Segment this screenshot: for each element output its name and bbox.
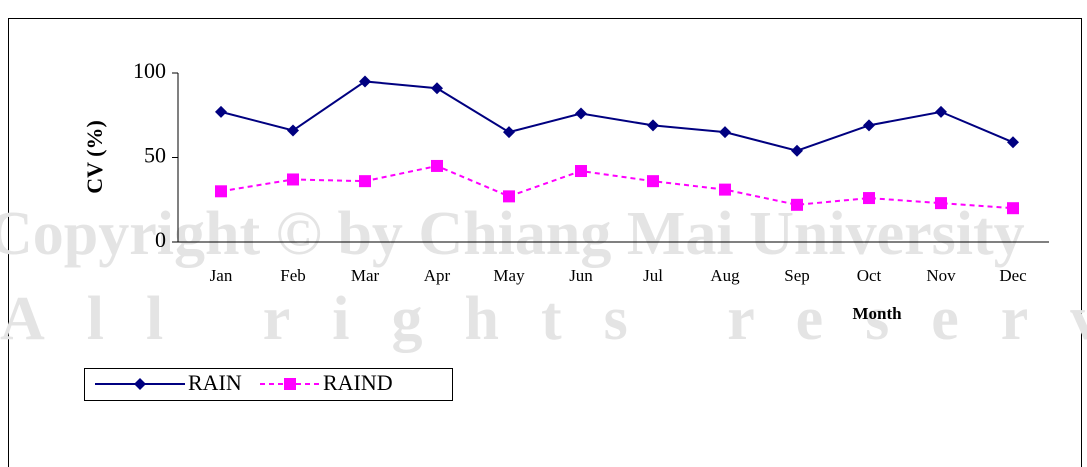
- x-tick-label: Jun: [569, 266, 593, 285]
- data-point: [503, 190, 515, 203]
- legend-marker: [284, 378, 296, 390]
- data-point: [431, 82, 443, 95]
- x-tick-label: Oct: [857, 266, 882, 285]
- data-point: [359, 175, 371, 188]
- data-point: [431, 159, 443, 172]
- y-axis-title: CV (%): [82, 120, 107, 194]
- data-point: [215, 185, 227, 198]
- data-point: [1007, 202, 1019, 215]
- watermark: Copyright © by Chiang Mai University: [0, 200, 1025, 268]
- legend-marker: [134, 378, 146, 390]
- x-tick-label: Dec: [999, 266, 1027, 285]
- x-tick-label: Aug: [710, 266, 740, 285]
- x-tick-label: Apr: [424, 266, 451, 285]
- data-point: [503, 126, 515, 139]
- legend: [84, 368, 453, 401]
- x-tick-label: Jan: [210, 266, 233, 285]
- data-point: [575, 165, 587, 178]
- data-point: [719, 183, 731, 196]
- x-tick-label: Nov: [926, 266, 956, 285]
- data-point: [647, 175, 659, 188]
- data-point: [1007, 136, 1019, 149]
- data-point: [791, 144, 803, 157]
- x-tick-label: Feb: [280, 266, 306, 285]
- data-point: [863, 119, 875, 132]
- x-tick-label: May: [493, 266, 525, 285]
- data-point: [719, 126, 731, 139]
- x-tick-label: Jul: [643, 266, 663, 285]
- y-tick-label: 100: [133, 58, 166, 83]
- series-line: [220, 80, 1014, 152]
- watermark: All rights reserved: [0, 285, 1087, 353]
- data-point: [647, 119, 659, 132]
- series-line: [220, 164, 1014, 210]
- data-point: [791, 198, 803, 211]
- legend-label: RAIND: [323, 370, 393, 395]
- data-point: [287, 124, 299, 137]
- data-point: [863, 192, 875, 205]
- data-point: [575, 107, 587, 120]
- legend-label: RAIN: [188, 370, 242, 395]
- data-point: [935, 197, 947, 210]
- y-tick-label: 0: [155, 227, 166, 252]
- chart-frame: [8, 18, 1082, 467]
- data-point: [287, 173, 299, 186]
- x-tick-label: Mar: [351, 266, 380, 285]
- data-point: [359, 75, 371, 88]
- data-point: [215, 105, 227, 118]
- y-tick-label: 50: [144, 143, 166, 168]
- x-axis-title: Month: [852, 304, 902, 323]
- data-point: [935, 105, 947, 118]
- x-tick-label: Sep: [784, 266, 810, 285]
